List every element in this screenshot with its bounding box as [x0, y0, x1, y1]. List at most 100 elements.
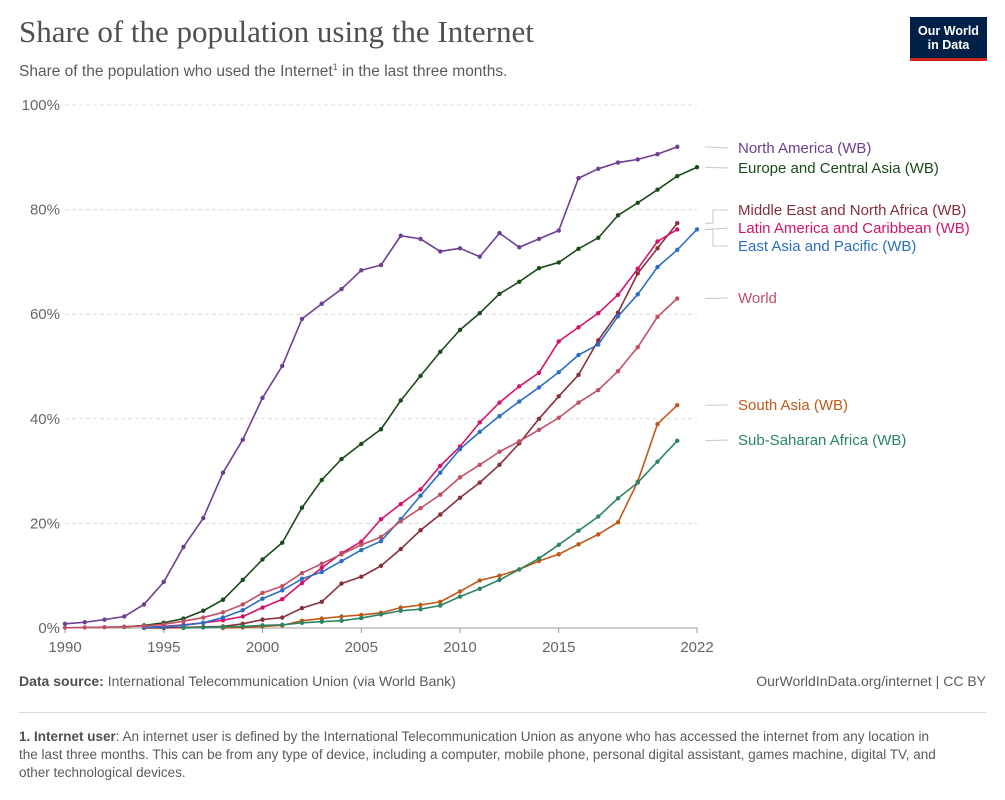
owid-logo[interactable]: Our World in Data [910, 17, 987, 61]
data-point [339, 286, 344, 292]
data-point [359, 268, 364, 273]
data-point [615, 520, 621, 525]
url-license[interactable]: OurWorldInData.org/internet | CC BY [756, 673, 986, 689]
data-point [201, 615, 206, 620]
data-point [319, 561, 324, 566]
data-point [280, 588, 285, 593]
data-point [457, 446, 463, 452]
data-point [536, 265, 542, 271]
data-point [122, 614, 127, 619]
data-point [457, 327, 463, 333]
data-point [418, 373, 423, 379]
data-point [418, 493, 423, 498]
data-point [299, 505, 305, 510]
data-point [556, 394, 561, 399]
data-point [675, 173, 680, 179]
data-point [220, 610, 226, 615]
series-line [144, 222, 678, 629]
data-point [319, 565, 324, 571]
data-point [181, 544, 186, 550]
data-point [457, 594, 463, 599]
data-point [675, 296, 680, 301]
y-tick-label: 80% [30, 202, 60, 219]
data-point [141, 602, 147, 607]
data-point [477, 429, 482, 435]
data-point [655, 264, 660, 270]
series-label: East Asia and Pacific (WB) [738, 238, 916, 255]
data-point [477, 480, 482, 485]
data-point [675, 438, 680, 443]
footnote-ref[interactable]: 1 [332, 62, 338, 72]
divider [19, 712, 986, 713]
data-point [497, 413, 502, 419]
data-point [418, 606, 423, 612]
data-point [596, 342, 601, 347]
footnote-text: : An internet user is defined by the Int… [19, 729, 936, 780]
data-point [517, 279, 522, 284]
x-tick-label: 2022 [680, 639, 713, 656]
data-point [655, 314, 660, 320]
data-point [517, 245, 522, 250]
data-point [596, 514, 601, 519]
data-point [339, 614, 344, 619]
y-tick-label: 40% [30, 411, 60, 428]
data-point [596, 532, 601, 537]
data-point [260, 557, 265, 562]
data-point [615, 369, 621, 374]
y-tick-label: 100% [22, 97, 60, 114]
data-point [497, 230, 502, 236]
data-point [359, 574, 364, 579]
data-point [517, 439, 522, 444]
series-line [64, 146, 678, 625]
data-point [675, 220, 680, 226]
data-point [517, 567, 522, 572]
data-point [398, 519, 403, 524]
data-point [576, 352, 581, 358]
series-line [143, 228, 678, 629]
data-point [497, 400, 502, 405]
data-point [319, 301, 324, 306]
data-point [438, 492, 443, 497]
data-point [378, 517, 384, 522]
data-point [398, 546, 403, 552]
y-tick-label: 20% [30, 515, 60, 532]
data-point [359, 441, 364, 447]
data-point [556, 260, 561, 265]
data-point [299, 570, 305, 576]
data-point [339, 558, 344, 564]
data-point [398, 233, 403, 238]
data-point [418, 487, 423, 492]
data-point [319, 616, 324, 621]
axes: 0% 20% 40% 60% 80% 100% 1990 1995 2000 2005 2010 20… [22, 97, 714, 656]
data-point [378, 534, 384, 540]
x-tick-label: 2010 [443, 639, 476, 656]
subtitle-text-end: in the last three months. [337, 63, 508, 81]
data-point [655, 421, 660, 427]
data-point [438, 463, 443, 469]
data-point [122, 624, 127, 629]
data-point [438, 349, 443, 355]
x-tick-label: 1995 [147, 639, 180, 656]
data-point [556, 370, 561, 375]
data-point [536, 556, 542, 561]
data-point [299, 316, 305, 322]
data-point [438, 249, 443, 254]
series-label: South Asia (WB) [738, 397, 848, 414]
data-point [359, 612, 364, 618]
data-point [615, 160, 621, 165]
data-point [497, 577, 502, 583]
data-point [497, 462, 502, 468]
data-point [260, 623, 265, 628]
data-point [635, 271, 640, 276]
data-point [299, 580, 305, 586]
data-point [418, 527, 423, 533]
data-point [615, 310, 621, 315]
label-connector [705, 209, 728, 224]
data-point [82, 625, 87, 630]
data-point [576, 400, 581, 405]
data-point [576, 542, 581, 547]
data-point [220, 615, 226, 620]
data-point [576, 528, 581, 533]
logo-line: Our World [918, 24, 979, 38]
